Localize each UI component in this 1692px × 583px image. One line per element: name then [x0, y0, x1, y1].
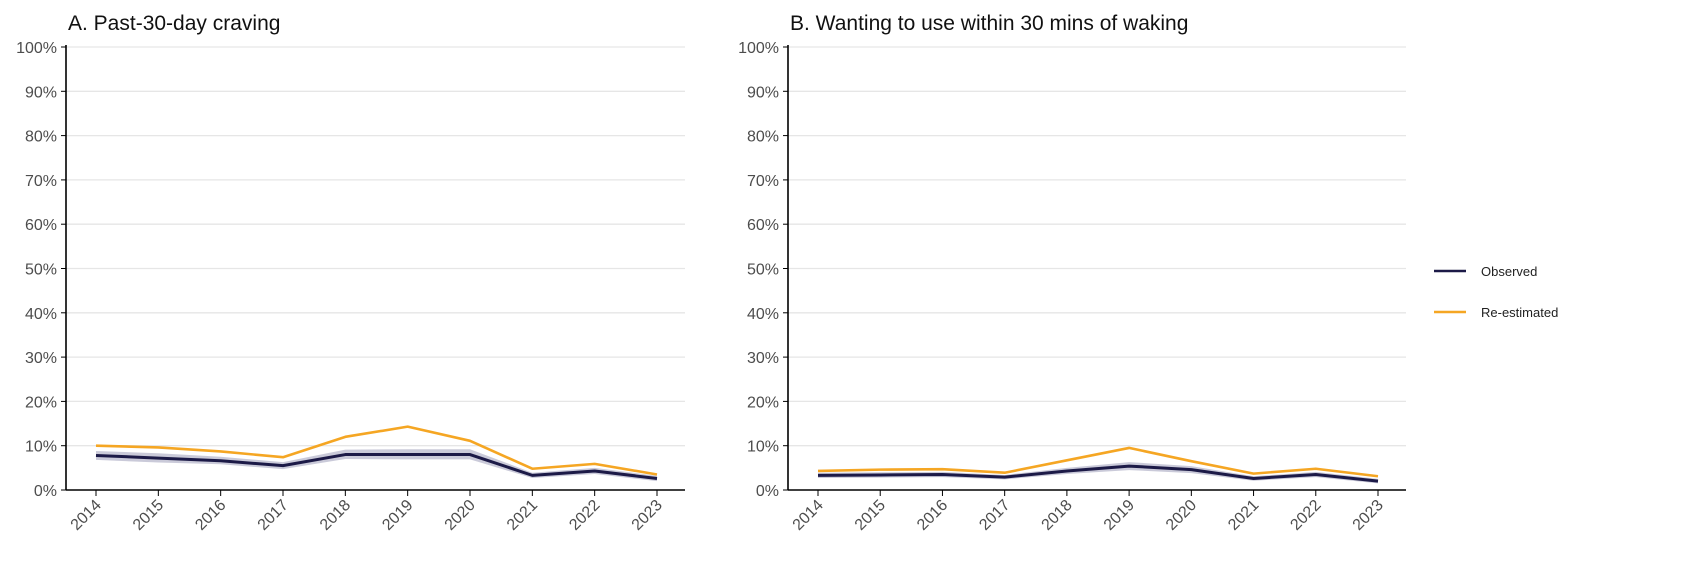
y-tick-label: 80%	[25, 129, 57, 146]
x-tick-label: 2014	[68, 497, 105, 534]
x-tick-label: 2015	[852, 497, 889, 534]
observed-line	[817, 464, 1379, 483]
panel-a-title: A. Past-30-day craving	[68, 12, 280, 35]
x-tick-label: 2021	[1225, 497, 1262, 534]
x-tick-label: 2019	[1101, 497, 1138, 534]
x-tick-label: 2017	[255, 497, 292, 534]
observed-line	[95, 453, 658, 480]
y-tick-label: 20%	[25, 394, 57, 411]
y-tick-label: 70%	[747, 173, 779, 190]
observed-ci-band	[96, 449, 657, 482]
y-tick-label: 70%	[25, 173, 57, 190]
legend: Observed Re-estimated	[1434, 264, 1558, 320]
x-tick-label: 2019	[379, 497, 416, 534]
observed-ci-band	[818, 462, 1378, 484]
x-tick-label: 2018	[1039, 497, 1076, 534]
y-tick-label: 40%	[25, 306, 57, 323]
x-tick-label: 2020	[442, 497, 479, 534]
legend-label-re-estimated: Re-estimated	[1481, 305, 1558, 320]
y-tick-label: 90%	[25, 84, 57, 101]
x-tick-label: 2021	[504, 497, 541, 534]
x-tick-label: 2020	[1163, 497, 1200, 534]
y-tick-label: 30%	[747, 350, 779, 367]
x-tick-label: 2017	[976, 497, 1013, 534]
legend-label-observed: Observed	[1481, 264, 1537, 279]
x-tick-label: 2016	[192, 497, 229, 534]
panel-b-title: B. Wanting to use within 30 mins of waki…	[790, 12, 1188, 35]
y-tick-label: 100%	[738, 40, 779, 57]
y-tick-label: 60%	[747, 217, 779, 234]
y-tick-label: 0%	[756, 483, 779, 500]
x-tick-label: 2022	[566, 497, 603, 534]
x-tick-label: 2023	[629, 497, 666, 534]
x-tick-label: 2015	[130, 497, 167, 534]
x-tick-label: 2022	[1287, 497, 1324, 534]
y-tick-label: 50%	[25, 262, 57, 279]
y-tick-label: 10%	[25, 439, 57, 456]
y-tick-label: 90%	[747, 84, 779, 101]
y-tick-label: 30%	[25, 350, 57, 367]
y-tick-label: 50%	[747, 262, 779, 279]
y-tick-label: 80%	[747, 129, 779, 146]
y-tick-label: 20%	[747, 394, 779, 411]
x-tick-label: 2014	[790, 497, 827, 534]
re-estimated-line	[95, 425, 658, 476]
x-tick-label: 2023	[1350, 497, 1387, 534]
x-tick-label: 2018	[317, 497, 354, 534]
x-tick-label: 2016	[914, 497, 951, 534]
y-tick-label: 100%	[16, 40, 57, 57]
y-tick-label: 40%	[747, 306, 779, 323]
y-tick-label: 0%	[34, 483, 57, 500]
re-estimated-line	[817, 446, 1379, 478]
panel-a: A. Past-30-day craving 0% 10% 20% 30% 40% 50%…	[16, 12, 685, 534]
y-tick-label: 10%	[747, 439, 779, 456]
y-tick-label: 60%	[25, 217, 57, 234]
panel-b: B. Wanting to use within 30 mins of waki…	[738, 12, 1406, 534]
